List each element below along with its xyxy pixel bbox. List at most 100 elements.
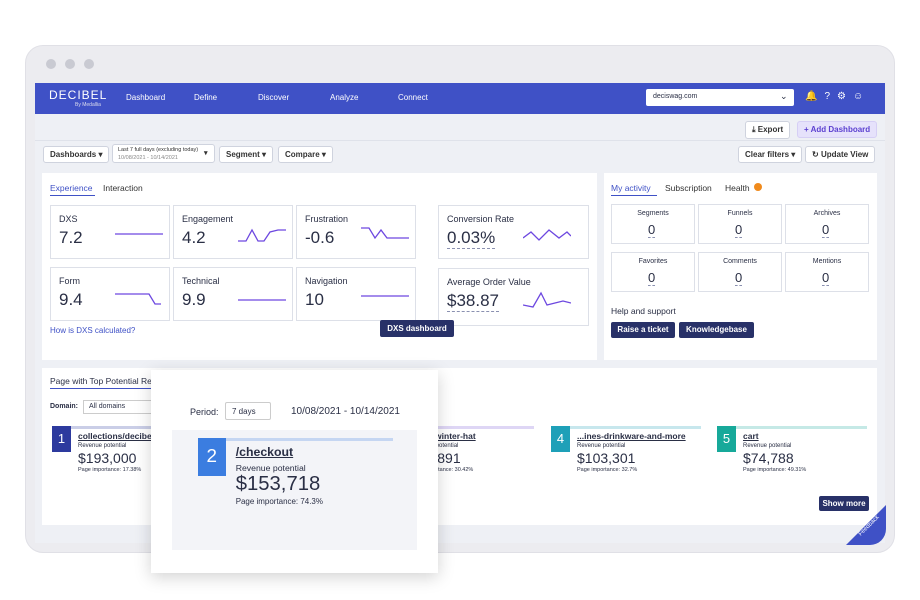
potential-label: Revenue potential bbox=[577, 443, 626, 449]
period-select[interactable]: 7 days bbox=[225, 402, 271, 420]
domain-value: All domains bbox=[89, 403, 126, 410]
update-view[interactable]: ↻ Update View bbox=[805, 146, 876, 163]
period-value: 7 days bbox=[232, 407, 256, 416]
label: Dashboards bbox=[50, 150, 97, 159]
nav-item[interactable]: Analyze bbox=[330, 93, 359, 102]
importance: Page importance: 74.3% bbox=[235, 497, 323, 507]
importance: Page importance: 17.38% bbox=[78, 467, 142, 473]
metric-tile: Engagement 4.2 bbox=[173, 205, 293, 259]
export-button[interactable]: ⤓ Export bbox=[745, 121, 791, 139]
sparkline-path bbox=[523, 291, 571, 308]
potential: $103,301 bbox=[577, 450, 636, 466]
metric-value: -0.6 bbox=[305, 228, 335, 247]
importance: Page importance: 30.42% bbox=[410, 467, 474, 473]
sparkline-path bbox=[361, 227, 409, 240]
activity-label: Mentions bbox=[812, 258, 842, 265]
metric-value: 4.2 bbox=[182, 228, 206, 247]
sparkline-path bbox=[115, 293, 161, 305]
help-button[interactable]: Raise a ticket bbox=[611, 322, 675, 338]
card-top-line bbox=[52, 426, 202, 429]
help-link[interactable]: How is DXS calculated? bbox=[50, 326, 136, 335]
metric-tile: Navigation 10 bbox=[296, 267, 416, 321]
nav-bar: DECIBEL By Medallia Dashboard Define Disco… bbox=[35, 83, 885, 114]
label: Clear filters bbox=[745, 150, 790, 159]
metric-value: 10 bbox=[305, 290, 324, 309]
activity-label: Archives bbox=[813, 210, 841, 217]
activity-tile[interactable]: Comments 0 bbox=[698, 252, 782, 292]
window-dot bbox=[84, 59, 94, 69]
activity-tile[interactable]: Mentions 0 bbox=[785, 252, 869, 292]
sparkline-path bbox=[523, 229, 571, 241]
rank-box: 2 bbox=[198, 438, 226, 476]
activity-value: 0 bbox=[822, 270, 830, 286]
domain-value: deciswag.com bbox=[653, 93, 698, 100]
activity-tile[interactable]: Funnels 0 bbox=[698, 204, 782, 244]
rank-box: 4 bbox=[551, 426, 570, 452]
toolbar-line bbox=[35, 140, 885, 141]
clear-filters[interactable]: Clear filters ▾ bbox=[738, 146, 803, 163]
page-name[interactable]: collections/decibel bbox=[78, 431, 155, 441]
nav-item[interactable]: Dashboard bbox=[126, 93, 166, 102]
add-label: Add Dashboard bbox=[810, 125, 871, 134]
tab[interactable]: Subscription bbox=[665, 183, 712, 193]
domain-select[interactable]: All domains bbox=[83, 400, 153, 414]
card-top-line bbox=[198, 438, 393, 441]
activity-value: 0 bbox=[648, 270, 656, 286]
logo: DECIBEL bbox=[49, 88, 108, 102]
range-dates: 10/08/2021 - 10/14/2021 bbox=[118, 155, 178, 161]
activity-tile[interactable]: Archives 0 bbox=[785, 204, 869, 244]
tab[interactable]: Experience bbox=[50, 183, 93, 193]
dashboards-filter[interactable]: Dashboards ▾ bbox=[43, 146, 110, 163]
metric-label: Engagement bbox=[182, 214, 234, 224]
date-filter[interactable]: Last 7 full days (excluding today) 10/08… bbox=[112, 144, 215, 163]
add-dashboard-button[interactable]: + Add Dashboard bbox=[797, 121, 878, 138]
tab[interactable]: Interaction bbox=[103, 183, 143, 193]
icons[interactable]: 🔔?⚙☺ bbox=[805, 91, 871, 102]
logo-sub: By Medallia bbox=[75, 102, 101, 108]
page-name[interactable]: cart bbox=[743, 431, 759, 441]
window-dot bbox=[65, 59, 75, 69]
activity-tile[interactable]: Favorites 0 bbox=[611, 252, 695, 292]
activity-label: Funnels bbox=[727, 210, 753, 217]
metric-label: DXS bbox=[59, 214, 78, 224]
help-button[interactable]: Knowledgebase bbox=[679, 322, 754, 338]
tab[interactable]: My activity bbox=[611, 183, 651, 193]
activity-value: 0 bbox=[735, 222, 743, 238]
nav-item[interactable]: Define bbox=[194, 93, 218, 102]
page-name[interactable]: ...ines-drinkware-and-more bbox=[577, 431, 686, 441]
rank: 5 bbox=[722, 431, 731, 446]
page-name[interactable]: ...arts/winter-hat bbox=[410, 431, 476, 441]
title-underline bbox=[50, 388, 160, 389]
window-dot bbox=[46, 59, 56, 69]
metric-tile: Form 9.4 bbox=[50, 267, 170, 321]
dxs-button[interactable]: DXS dashboard bbox=[380, 320, 454, 337]
metric-value: 7.2 bbox=[59, 228, 83, 247]
chevron: ⌄ bbox=[780, 91, 788, 101]
nav-item[interactable]: Connect bbox=[398, 93, 428, 102]
experience-panel: Experience Interaction DXS 7.2 Engagement 4.2… bbox=[42, 173, 597, 360]
label: Update View bbox=[820, 150, 869, 159]
activity-panel: My activity Subscription Health Segments 0 Fu… bbox=[604, 173, 877, 360]
sparkline bbox=[238, 299, 286, 301]
activity-value: 0 bbox=[735, 270, 743, 286]
show-more[interactable]: Show more bbox=[819, 496, 869, 511]
metric-label: Navigation bbox=[305, 276, 348, 286]
health-alert bbox=[754, 183, 762, 191]
domain-select[interactable]: deciswag.com ⌄ bbox=[646, 89, 794, 106]
activity-tile[interactable]: Segments 0 bbox=[611, 204, 695, 244]
activity-value: 0 bbox=[822, 222, 830, 238]
card-top-line bbox=[717, 426, 867, 429]
tab[interactable]: Health bbox=[725, 183, 750, 193]
importance: Page importance: 49.31% bbox=[743, 467, 807, 473]
sparkline bbox=[361, 227, 409, 240]
kpi-value: $38.87 bbox=[447, 291, 499, 312]
sparkline bbox=[238, 228, 286, 242]
page-name[interactable]: /checkout bbox=[235, 445, 294, 460]
nav-item[interactable]: Discover bbox=[258, 93, 290, 102]
label: Segment bbox=[226, 150, 260, 159]
compare-filter[interactable]: Compare ▾ bbox=[278, 146, 333, 163]
popup-card: 2/checkout Revenue potential $153,718 Page … bbox=[172, 430, 417, 550]
segment-filter[interactable]: Segment ▾ bbox=[219, 146, 274, 163]
activity-label: Comments bbox=[723, 258, 757, 265]
